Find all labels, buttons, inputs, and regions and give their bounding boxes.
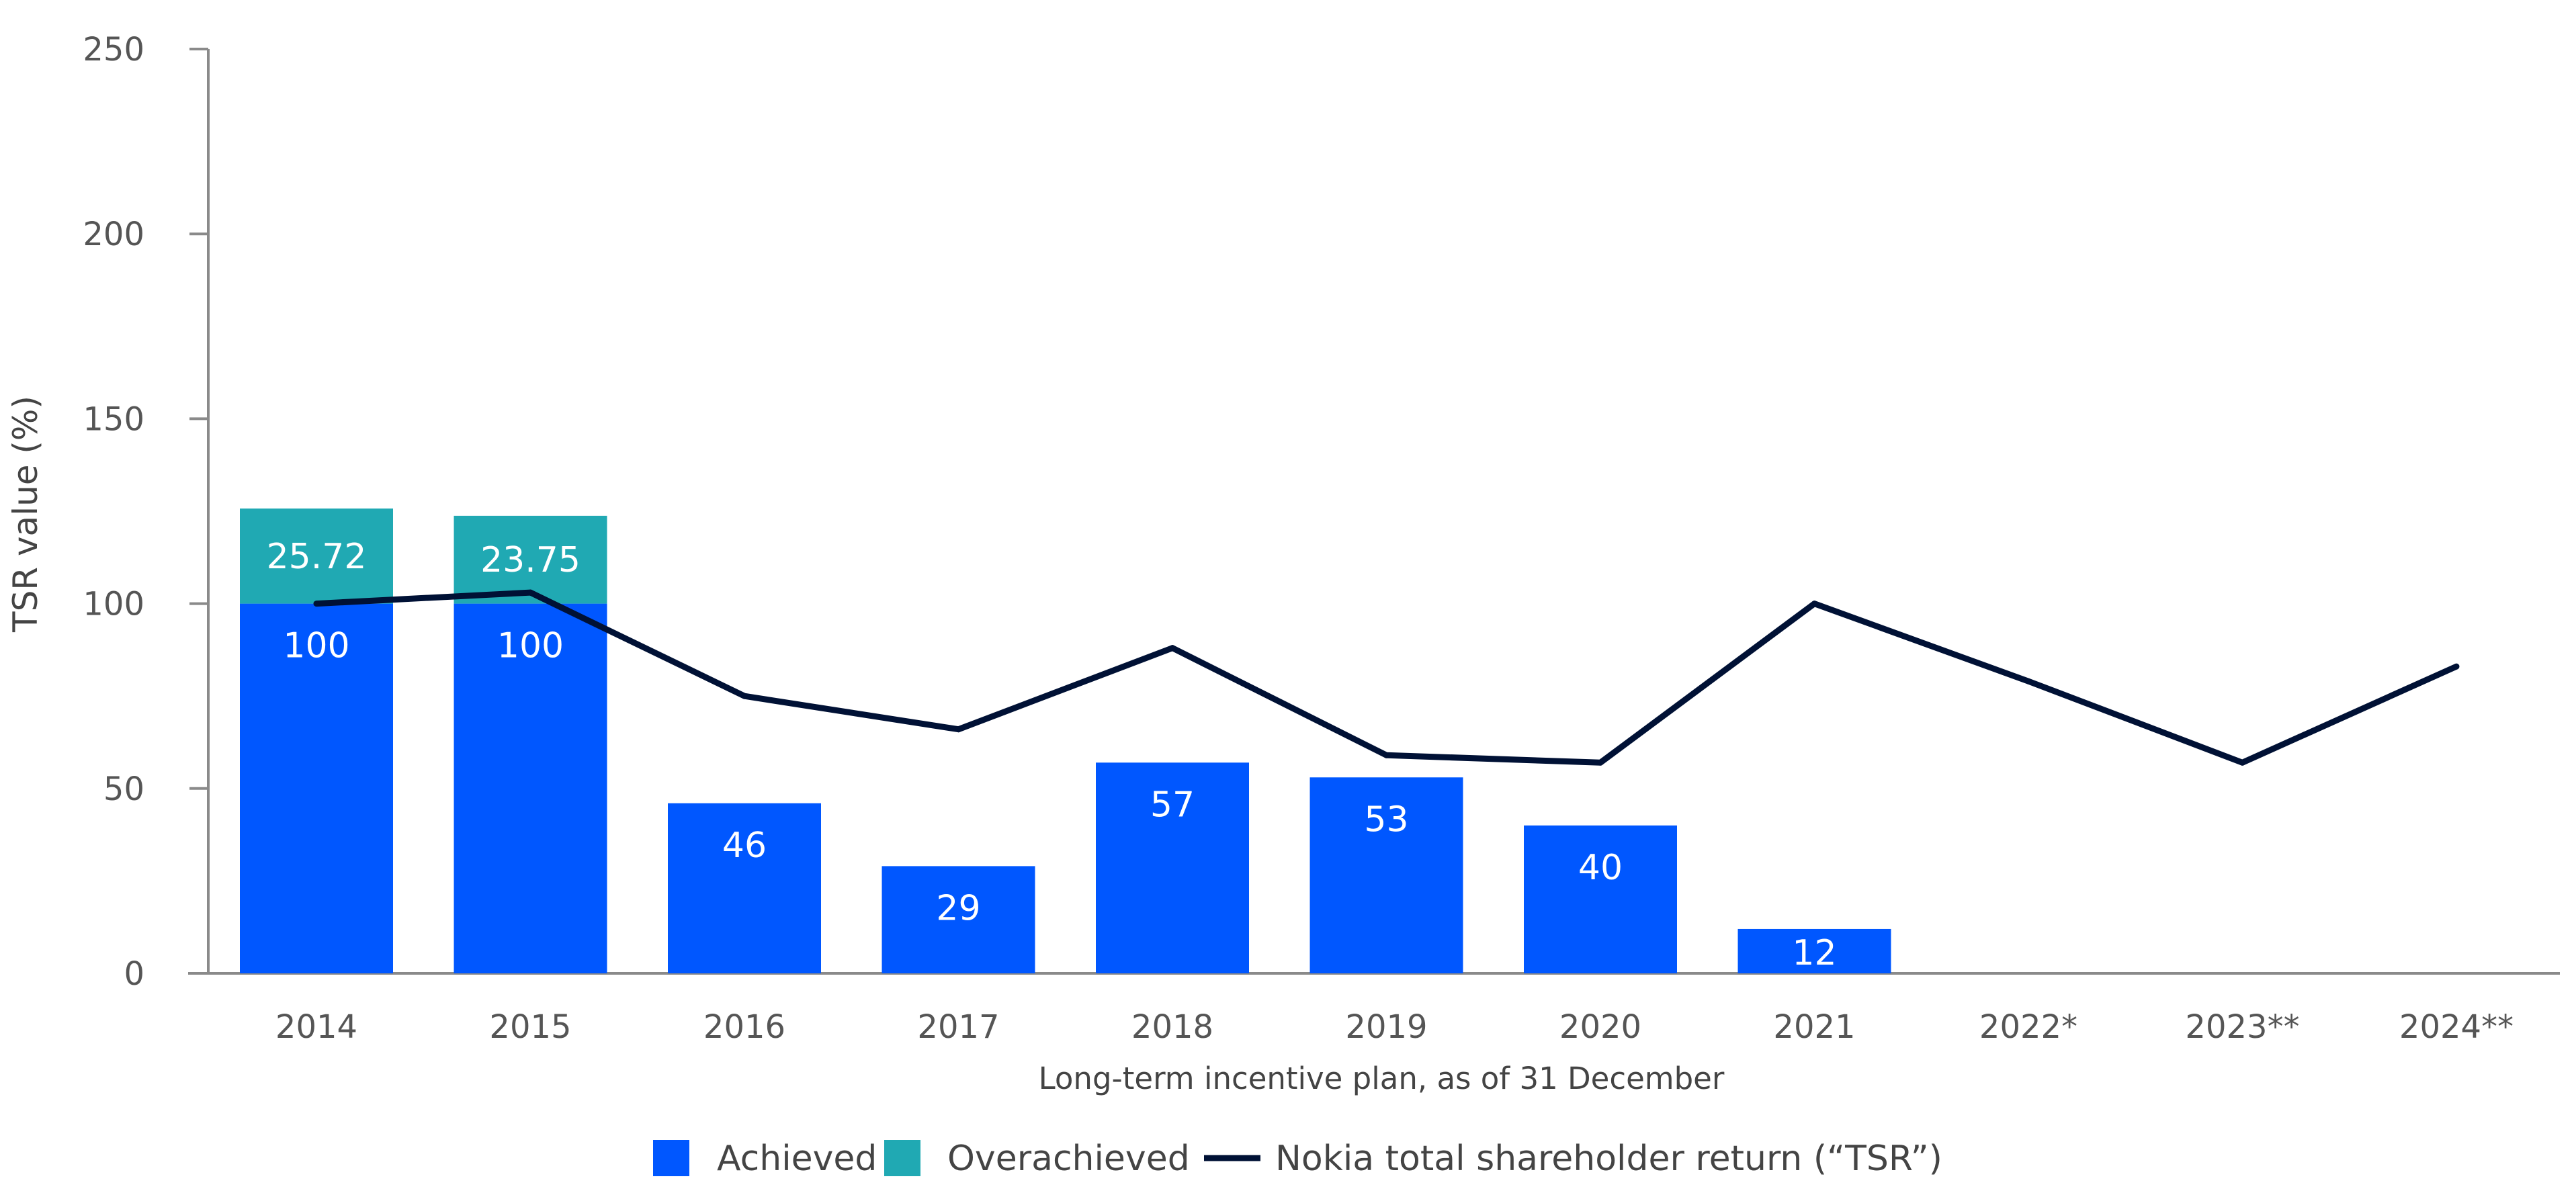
bar-achieved — [882, 866, 1035, 973]
x-tick-label: 2018 — [1131, 1008, 1213, 1046]
x-tick-label: 2019 — [1345, 1008, 1427, 1046]
bar-achieved — [240, 603, 393, 973]
x-tick-label: 2014 — [275, 1008, 357, 1046]
plot-area: 0 50 100 150 200 250 2014 2015 2016 2017 2018 2019 2… — [83, 31, 2560, 1046]
legend-label-tsr: Nokia total shareholder return (“TSR”) — [1275, 1139, 1942, 1179]
legend: Achieved Overachieved Nokia total sharehol… — [653, 1139, 1942, 1179]
bar-achieved — [668, 803, 821, 973]
x-tick-label: 2021 — [1773, 1008, 1855, 1046]
legend-label-overachieved: Overachieved — [947, 1139, 1190, 1179]
tsr-point — [1383, 752, 1389, 758]
tsr-point — [1597, 759, 1604, 766]
tsr-point — [1169, 645, 1176, 652]
legend-label-achieved: Achieved — [717, 1139, 877, 1179]
tsr-line — [316, 589, 2458, 766]
x-tick-label: 2016 — [703, 1008, 785, 1046]
bar-achieved — [1737, 928, 1891, 973]
x-tick-label: 2023** — [2185, 1008, 2299, 1046]
legend-swatch-achieved — [653, 1140, 689, 1176]
bar-label-achieved: 100 — [497, 626, 564, 666]
y-axis-label: TSR value (%) — [6, 396, 45, 633]
tsr-point — [2453, 663, 2460, 670]
bar-overachieved — [240, 509, 393, 604]
tsr-point — [741, 693, 748, 699]
y-tick-label: 50 — [103, 770, 144, 808]
x-tick-label: 2017 — [917, 1008, 999, 1046]
y-tick-label: 200 — [83, 216, 144, 253]
tsr-point — [2025, 678, 2032, 684]
bar-achieved — [1096, 762, 1249, 973]
bar-achieved — [454, 603, 607, 973]
tsr-point — [313, 601, 320, 607]
y-tick-label: 100 — [83, 586, 144, 623]
x-tick-label: 2024** — [2399, 1008, 2514, 1046]
bar-label-overachieved: 23.75 — [480, 540, 581, 580]
bar-achieved — [1310, 777, 1463, 973]
y-tick-label: 150 — [83, 400, 144, 438]
tsr-point — [2239, 759, 2245, 766]
tsr-point — [1811, 601, 1817, 607]
bar-label-achieved: 53 — [1364, 799, 1408, 840]
x-tick-label: 2015 — [489, 1008, 571, 1046]
bar-label-achieved: 40 — [1578, 848, 1623, 888]
x-tick-label: 2020 — [1559, 1008, 1641, 1046]
legend-swatch-overachieved — [884, 1140, 920, 1176]
bar-label-achieved: 12 — [1792, 933, 1836, 973]
bar-achieved — [1524, 825, 1677, 973]
x-tick-label: 2022* — [1979, 1008, 2077, 1046]
tsr-point — [527, 589, 533, 596]
bar-label-overachieved: 25.72 — [267, 537, 367, 577]
bar-label-achieved: 57 — [1150, 785, 1195, 825]
x-axis-label: Long-term incentive plan, as of 31 Decem… — [1039, 1061, 1725, 1096]
bar-label-achieved: 46 — [722, 826, 767, 866]
y-tick-label: 250 — [83, 31, 144, 69]
y-tick-label: 0 — [124, 955, 144, 993]
tsr-point — [955, 726, 961, 733]
bar-overachieved — [454, 515, 607, 604]
bar-label-achieved: 100 — [283, 626, 349, 666]
bar-label-achieved: 29 — [936, 888, 980, 928]
